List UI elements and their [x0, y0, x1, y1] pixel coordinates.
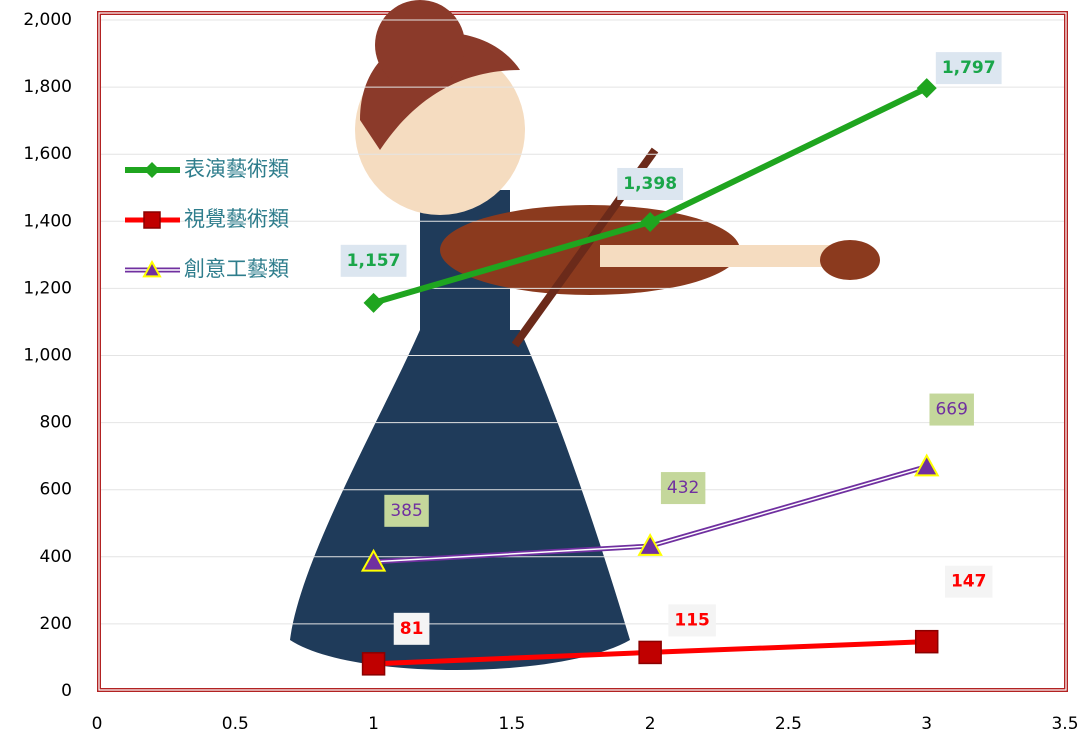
x-tick-label: 1 — [368, 714, 379, 734]
y-tick-label: 2,000 — [23, 10, 72, 30]
x-tick-label: 0.5 — [222, 714, 249, 734]
data-label: 115 — [674, 610, 710, 630]
y-tick-label: 1,600 — [23, 144, 72, 164]
data-label: 432 — [667, 478, 699, 498]
data-label: 147 — [951, 572, 987, 592]
x-tick-label: 1.5 — [498, 714, 525, 734]
data-label-box — [929, 393, 974, 426]
legend-item: 表演藝術類 — [125, 157, 289, 181]
marker — [361, 652, 386, 676]
x-tick-label: 0 — [92, 714, 103, 734]
data-label-box — [393, 612, 430, 645]
y-tick-label: 1,800 — [23, 77, 72, 97]
marker — [360, 548, 387, 572]
data-label-box — [935, 52, 1002, 85]
y-tick-label: 600 — [40, 480, 72, 500]
data-label-group: 81 — [393, 612, 430, 645]
marker — [637, 533, 663, 556]
legend-label: 視覺藝術類 — [184, 207, 289, 231]
marker — [363, 292, 384, 313]
x-tick-label: 2.5 — [775, 714, 802, 734]
y-tick-label: 400 — [40, 547, 72, 567]
marker — [638, 640, 662, 665]
data-label-group: 115 — [668, 604, 716, 637]
data-label-group: 669 — [929, 393, 974, 426]
data-label-group: 1,398 — [617, 167, 684, 200]
marker — [640, 211, 661, 232]
data-label-box — [384, 494, 429, 527]
legend-label: 創意工藝類 — [184, 257, 289, 281]
legend-item: 視覺藝術類 — [125, 207, 289, 231]
x-tick-label: 3 — [921, 714, 932, 734]
data-label: 1,157 — [347, 251, 401, 271]
data-label-group: 432 — [660, 472, 706, 505]
y-tick-label: 1,400 — [23, 211, 72, 231]
legend-item: 創意工藝類 — [125, 257, 289, 281]
legend-marker — [144, 162, 160, 178]
data-label: 81 — [400, 619, 424, 639]
y-tick-label: 1,200 — [23, 278, 72, 298]
data-label-group: 1,157 — [340, 244, 407, 277]
data-label: 1,398 — [623, 174, 677, 194]
data-label: 669 — [935, 400, 967, 420]
plot-border-inner — [98, 12, 1067, 691]
y-tick-label: 1,000 — [23, 346, 72, 366]
x-tick-label: 2 — [645, 714, 656, 734]
legend-marker — [142, 259, 162, 278]
data-label-box — [668, 604, 716, 637]
data-label-box — [944, 565, 993, 598]
data-label-box — [340, 244, 407, 277]
marker — [914, 629, 939, 654]
data-label-box — [617, 167, 684, 200]
data-label: 385 — [390, 501, 422, 521]
data-label-group: 147 — [944, 565, 993, 598]
y-tick-label: 0 — [61, 681, 72, 701]
marker — [916, 78, 937, 99]
data-label-group: 1,797 — [935, 52, 1002, 85]
data-label: 1,797 — [942, 58, 996, 78]
marker — [914, 453, 940, 477]
legend-label: 表演藝術類 — [184, 157, 289, 181]
x-tick-label: 3.5 — [1051, 714, 1078, 734]
illustration — [290, 0, 880, 670]
y-tick-label: 200 — [40, 614, 72, 634]
y-tick-label: 800 — [40, 413, 72, 433]
data-label-box — [660, 472, 706, 505]
legend-marker — [143, 211, 161, 229]
data-label-group: 385 — [384, 494, 429, 527]
